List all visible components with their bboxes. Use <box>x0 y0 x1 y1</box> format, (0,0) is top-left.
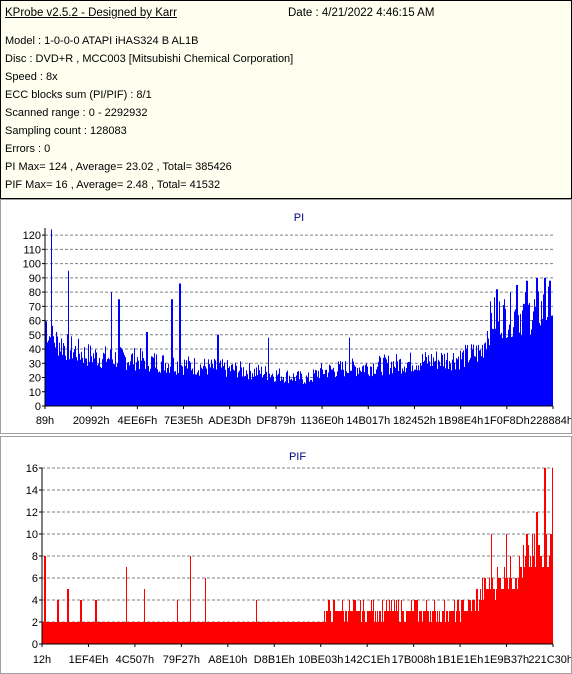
errors-line: Errors : 0 <box>5 143 51 155</box>
chart-title: PI <box>294 212 304 224</box>
pi-summary-line: PI Max= 124 , Average= 23.02 , Total= 38… <box>5 161 232 173</box>
y-tick-label: 10 <box>26 529 38 541</box>
y-tick-label: 110 <box>23 244 41 256</box>
pif-summary-line: PIF Max= 16 , Average= 2.48 , Total= 415… <box>5 179 221 191</box>
x-tick-label: 182452h <box>393 415 436 427</box>
data-series <box>42 468 553 644</box>
x-tick-label: 228884h <box>530 415 571 427</box>
y-tick-label: 120 <box>23 230 41 242</box>
scan-date: Date : 4/21/2022 4:46:15 AM <box>288 7 435 19</box>
x-tick-label: 79F27h <box>163 654 200 666</box>
y-tick-label: 50 <box>29 330 41 342</box>
x-tick-label: 1E9B37h <box>484 654 529 666</box>
app-title: KProbe v2.5.2 - Designed by Karr <box>5 7 177 19</box>
chart-title: PIF <box>289 451 306 463</box>
x-tick-label: ADE3Dh <box>208 415 251 427</box>
pif-chart-panel: PIF 0 2 4 6 8 10 12 14 16 12h 1EF4Eh 4C507h 79F27h A8E… <box>0 436 572 674</box>
range-line: Scanned range : 0 - 2292932 <box>5 107 148 119</box>
x-tick-label: 4EE6Fh <box>117 415 157 427</box>
x-tick-label: D8B1Eh <box>254 654 295 666</box>
x-tick-label: 1B1E1Eh <box>437 654 483 666</box>
x-tick-label: 1F0F8Dh <box>484 415 530 427</box>
x-tick-label: A8E10h <box>208 654 247 666</box>
y-tick-label: 2 <box>32 617 38 629</box>
x-tick-label: 14B017h <box>346 415 390 427</box>
speed-line: Speed : 8x <box>5 71 58 83</box>
y-tick-label: 10 <box>29 387 41 399</box>
y-tick-label: 40 <box>29 344 41 356</box>
y-tick-label: 4 <box>32 595 38 607</box>
y-tick-label: 6 <box>32 573 38 585</box>
x-tick-label: 89h <box>36 415 54 427</box>
x-tick-label: 10BE03h <box>298 654 343 666</box>
sampling-line: Sampling count : 128083 <box>5 125 127 137</box>
disc-line: Disc : DVD+R , MCC003 [Mitsubishi Chemic… <box>5 53 294 65</box>
x-tick-label: 12h <box>33 654 51 666</box>
x-tick-label: 7E3E5h <box>164 415 203 427</box>
ecc-line: ECC blocks sum (PI/PIF) : 8/1 <box>5 89 152 101</box>
y-tick-label: 20 <box>29 373 41 385</box>
x-tick-label: 221C30h <box>528 654 571 666</box>
y-tick-label: 0 <box>35 401 41 413</box>
pi-chart: PI 0 10 20 30 40 50 60 70 80 90 100 110 120 89h 20992h 4… <box>23 212 571 427</box>
x-tick-label: 20992h <box>73 415 110 427</box>
data-series <box>45 229 553 406</box>
y-tick-label: 70 <box>29 301 41 313</box>
x-tick-label: 4C507h <box>116 654 155 666</box>
y-tick-label: 60 <box>29 316 41 328</box>
y-tick-label: 16 <box>26 463 38 475</box>
pif-chart: PIF 0 2 4 6 8 10 12 14 16 12h 1EF4Eh 4C507h 79F27h A8E… <box>26 451 571 666</box>
y-tick-label: 12 <box>26 507 38 519</box>
info-panel: KProbe v2.5.2 - Designed by Karr Date : … <box>0 0 572 199</box>
pi-chart-panel: PI 0 10 20 30 40 50 60 70 80 90 100 110 120 89h 20992h 4… <box>0 199 572 434</box>
y-tick-label: 0 <box>32 639 38 651</box>
y-tick-label: 8 <box>32 551 38 563</box>
model-line: Model : 1-0-0-0 ATAPI iHAS324 B AL1B <box>5 35 199 47</box>
y-tick-label: 90 <box>29 273 41 285</box>
y-tick-label: 100 <box>23 259 41 271</box>
y-tick-label: 80 <box>29 287 41 299</box>
y-tick-label: 14 <box>26 485 38 497</box>
x-tick-label: 1136E0h <box>300 415 343 427</box>
x-tick-label: DF879h <box>256 415 295 427</box>
x-tick-label: 1EF4Eh <box>69 654 109 666</box>
x-tick-label: 1B98E4h <box>438 415 483 427</box>
y-tick-label: 30 <box>29 358 41 370</box>
x-tick-label: 17B008h <box>392 654 436 666</box>
x-tick-label: 142C1Eh <box>344 654 390 666</box>
